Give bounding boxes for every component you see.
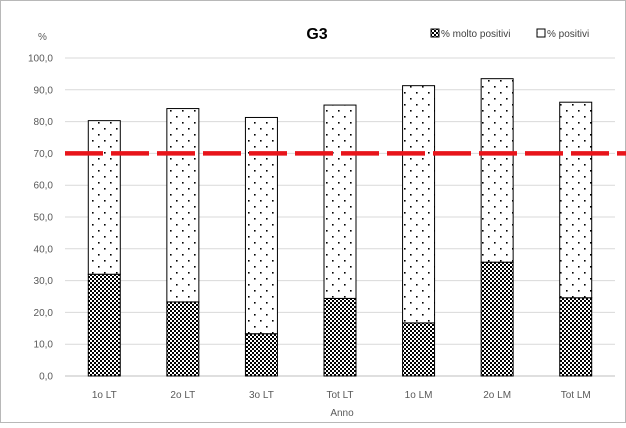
bar-molto-positivi bbox=[480, 261, 514, 377]
y-tick-label: 20,0 bbox=[34, 308, 54, 319]
bar-positivi bbox=[87, 120, 121, 275]
legend: % molto positivi % positivi bbox=[430, 28, 589, 40]
bar-positivi bbox=[480, 78, 514, 263]
y-tick-label: 50,0 bbox=[34, 213, 54, 224]
y-tick-label: 60,0 bbox=[34, 181, 54, 192]
legend-swatch-positivi bbox=[536, 28, 546, 38]
x-tick-label: 3o LT bbox=[249, 390, 274, 401]
bar-positivi bbox=[323, 104, 357, 299]
bar-molto-positivi bbox=[87, 273, 121, 377]
y-tick-label: 100,0 bbox=[28, 54, 53, 65]
x-tick-label: 2o LT bbox=[170, 390, 195, 401]
y-tick-label: 70,0 bbox=[34, 149, 54, 160]
y-tick-label: 80,0 bbox=[34, 117, 54, 128]
x-tick-label: Tot LT bbox=[326, 390, 353, 401]
bar-molto-positivi bbox=[244, 333, 278, 377]
bar-positivi bbox=[166, 108, 200, 303]
legend-label-molto-positivi: % molto positivi bbox=[441, 29, 510, 40]
bar-molto-positivi bbox=[559, 297, 593, 377]
y-tick-label: 40,0 bbox=[34, 244, 54, 255]
bar-molto-positivi bbox=[323, 297, 357, 377]
x-axis-ticks: 1o LT 2o LT 3o LT Tot LT 1o LM 2o LM Tot LM bbox=[92, 390, 591, 401]
y-axis-ticks: 0,0 10,0 20,0 30,0 40,0 50,0 60,0 70,0 80,0 90,0 1… bbox=[28, 54, 53, 383]
bar-molto-positivi bbox=[166, 301, 200, 377]
bar-molto-positivi bbox=[402, 322, 436, 377]
legend-label-positivi: % positivi bbox=[547, 29, 589, 40]
y-tick-label: 10,0 bbox=[34, 340, 54, 351]
y-tick-label: 90,0 bbox=[34, 85, 54, 96]
bar-positivi bbox=[402, 85, 436, 324]
y-axis-label: % bbox=[38, 32, 47, 43]
legend-swatch-molto-positivi bbox=[430, 28, 440, 38]
y-tick-label: 30,0 bbox=[34, 276, 54, 287]
x-tick-label: 2o LM bbox=[483, 390, 511, 401]
x-tick-label: 1o LM bbox=[405, 390, 433, 401]
x-tick-label: 1o LT bbox=[92, 390, 117, 401]
x-axis-label: Anno bbox=[330, 408, 354, 419]
x-tick-label: Tot LM bbox=[561, 390, 591, 401]
bar-positivi bbox=[244, 116, 278, 335]
chart-title: G3 bbox=[306, 26, 327, 43]
y-tick-label: 0,0 bbox=[39, 372, 53, 383]
bar-positivi bbox=[559, 101, 593, 299]
